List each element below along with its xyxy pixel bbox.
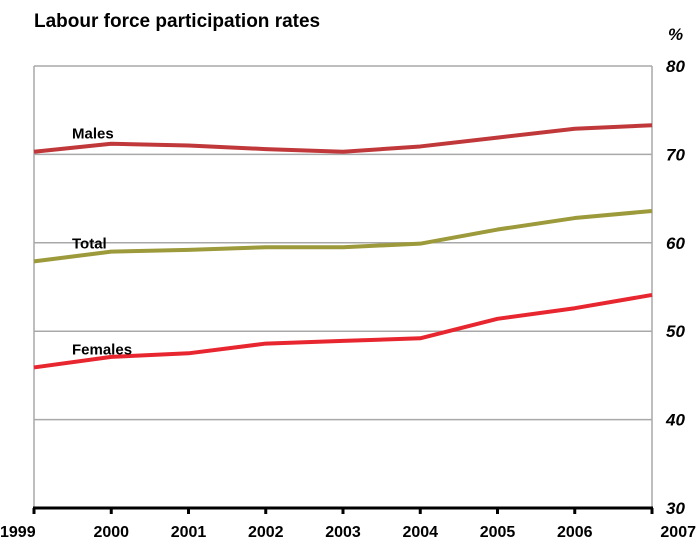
y-tick-label-70: 70 [666, 145, 685, 164]
x-tick-labels: 1999 2000 2001 2002 2003 2004 2005 2006 2007 [0, 524, 696, 541]
y-tick-label-80: 80 [666, 57, 685, 76]
series-label-males: Males [72, 126, 114, 143]
series-label-females: Females [72, 341, 132, 358]
x-tick-label-2002: 2002 [248, 524, 284, 541]
x-tick-label-2004: 2004 [402, 524, 438, 541]
y-tick-label-50: 50 [666, 322, 685, 341]
y-tick-labels: 30 40 50 60 70 80 [665, 57, 685, 518]
y-tick-label-40: 40 [665, 411, 685, 430]
x-tick-label-2005: 2005 [480, 524, 516, 541]
x-tick-label-2003: 2003 [325, 524, 361, 541]
series-line-males [33, 123, 653, 154]
series-labels: Males Total Females [72, 126, 132, 359]
y-tick-label-60: 60 [666, 234, 685, 253]
series-label-total: Total [72, 235, 107, 252]
y-tick-label-30: 30 [666, 499, 685, 518]
y-axis-unit: % [668, 25, 683, 44]
series-line-females [33, 292, 653, 370]
chart-title: Labour force participation rates [34, 11, 320, 32]
x-tick-label-2006: 2006 [557, 524, 593, 541]
series-lines [33, 123, 653, 370]
x-tick-label-2001: 2001 [171, 524, 207, 541]
axes [32, 66, 654, 514]
gridlines [34, 65, 652, 421]
x-tick-label-2007: 2007 [660, 524, 696, 541]
x-tick-label-1999: 1999 [0, 524, 36, 541]
series-line-total [33, 208, 653, 264]
x-tick-label-2000: 2000 [93, 524, 129, 541]
